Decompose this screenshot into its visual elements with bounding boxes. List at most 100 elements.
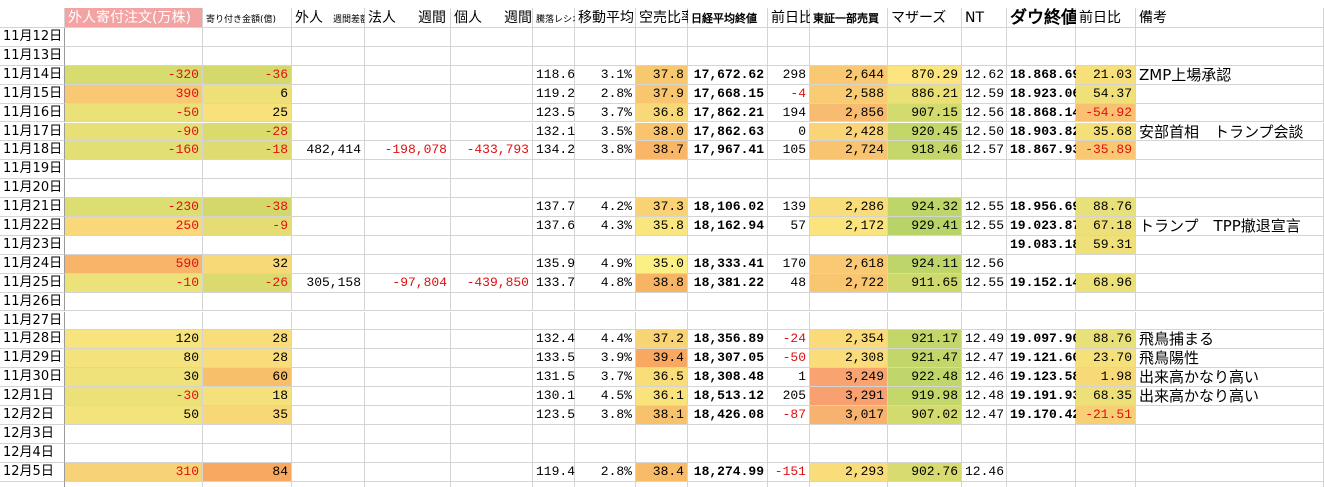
cell [65,481,203,487]
cell [688,179,768,199]
cell [810,179,888,199]
cell [292,311,365,331]
cell [1136,179,1324,199]
cell [1007,311,1076,331]
cell [768,179,810,199]
cell: 18,381.22 [688,273,768,293]
cell [292,160,365,180]
cell [451,330,533,350]
cell [1007,28,1076,47]
cell [365,481,451,487]
cell [688,311,768,331]
cell [533,160,575,180]
row-header: 11月15日 [0,84,65,104]
cell [768,443,810,463]
cell [203,28,292,47]
cell [365,424,451,444]
cell: 3.7% [575,368,636,388]
cell: 1 [768,368,810,388]
cell [533,28,575,47]
cell: -320 [65,65,203,85]
cell: 84 [203,462,292,482]
cell: 37.8 [636,65,688,85]
cell [1136,481,1324,487]
cell [365,368,451,388]
row-header: 11月30日 [0,368,65,388]
cell: 12.46 [962,368,1007,388]
cell [888,235,962,255]
cell: 50 [65,406,203,425]
cell: -151 [768,462,810,482]
cell [1136,198,1324,217]
cell: 37.2 [636,330,688,350]
cell [1007,462,1076,482]
cell [962,235,1007,255]
cell: 902.76 [888,462,962,482]
cell: 59.31 [1076,235,1136,255]
header-cell: 空売比率 [636,8,695,28]
cell [451,424,533,444]
cell: 590 [65,254,203,274]
cell: 12.47 [962,349,1007,369]
cell [292,84,365,104]
row-header: 11月22日 [0,217,65,236]
cell [533,481,575,487]
cell [65,28,203,47]
cell [365,84,451,104]
header-label: 週間 [504,10,532,26]
cell [451,122,533,142]
cell [1076,311,1136,331]
cell [636,443,688,463]
cell [888,160,962,180]
cell [688,235,768,255]
cell [365,292,451,312]
cell: 120 [65,330,203,350]
cell [636,424,688,444]
header-label: 移動平均 [578,10,634,26]
cell [203,481,292,487]
cell [810,235,888,255]
cell [888,481,962,487]
cell [292,103,365,123]
cell [575,46,636,66]
cell [365,406,451,425]
cell [768,46,810,66]
cell [451,179,533,199]
row-header: 11月26日 [0,292,65,312]
cell: 134.2 [533,141,575,161]
cell [768,292,810,312]
cell: 38.8 [636,273,688,293]
cell: 132.4 [533,330,575,350]
cell: 32 [203,254,292,274]
cell [65,235,203,255]
cell [292,235,365,255]
cell [292,406,365,425]
cell: 310 [65,462,203,482]
cell [1136,462,1324,482]
cell [962,179,1007,199]
cell: 18,356.89 [688,330,768,350]
cell [203,46,292,66]
row-header: 11月16日 [0,103,65,123]
cell [1136,443,1324,463]
cell [451,46,533,66]
cell: 安部首相 トランプ会談 [1136,122,1324,142]
cell: 17,862.63 [688,122,768,142]
cell: 28 [203,330,292,350]
cell [1136,273,1324,293]
cell [636,311,688,331]
header-cell: 外人寄付注文(万株) [65,8,203,28]
cell: 170 [768,254,810,274]
cell: 123.5 [533,103,575,123]
row-header: 11月25日 [0,273,65,293]
cell [451,254,533,274]
cell: 38.4 [636,462,688,482]
cell: 4.8% [575,273,636,293]
cell [292,330,365,350]
cell: 18,308.48 [688,368,768,388]
cell [962,424,1007,444]
cell [575,235,636,255]
cell: 123.5 [533,406,575,425]
row-header: 11月27日 [0,311,65,331]
cell [203,292,292,312]
